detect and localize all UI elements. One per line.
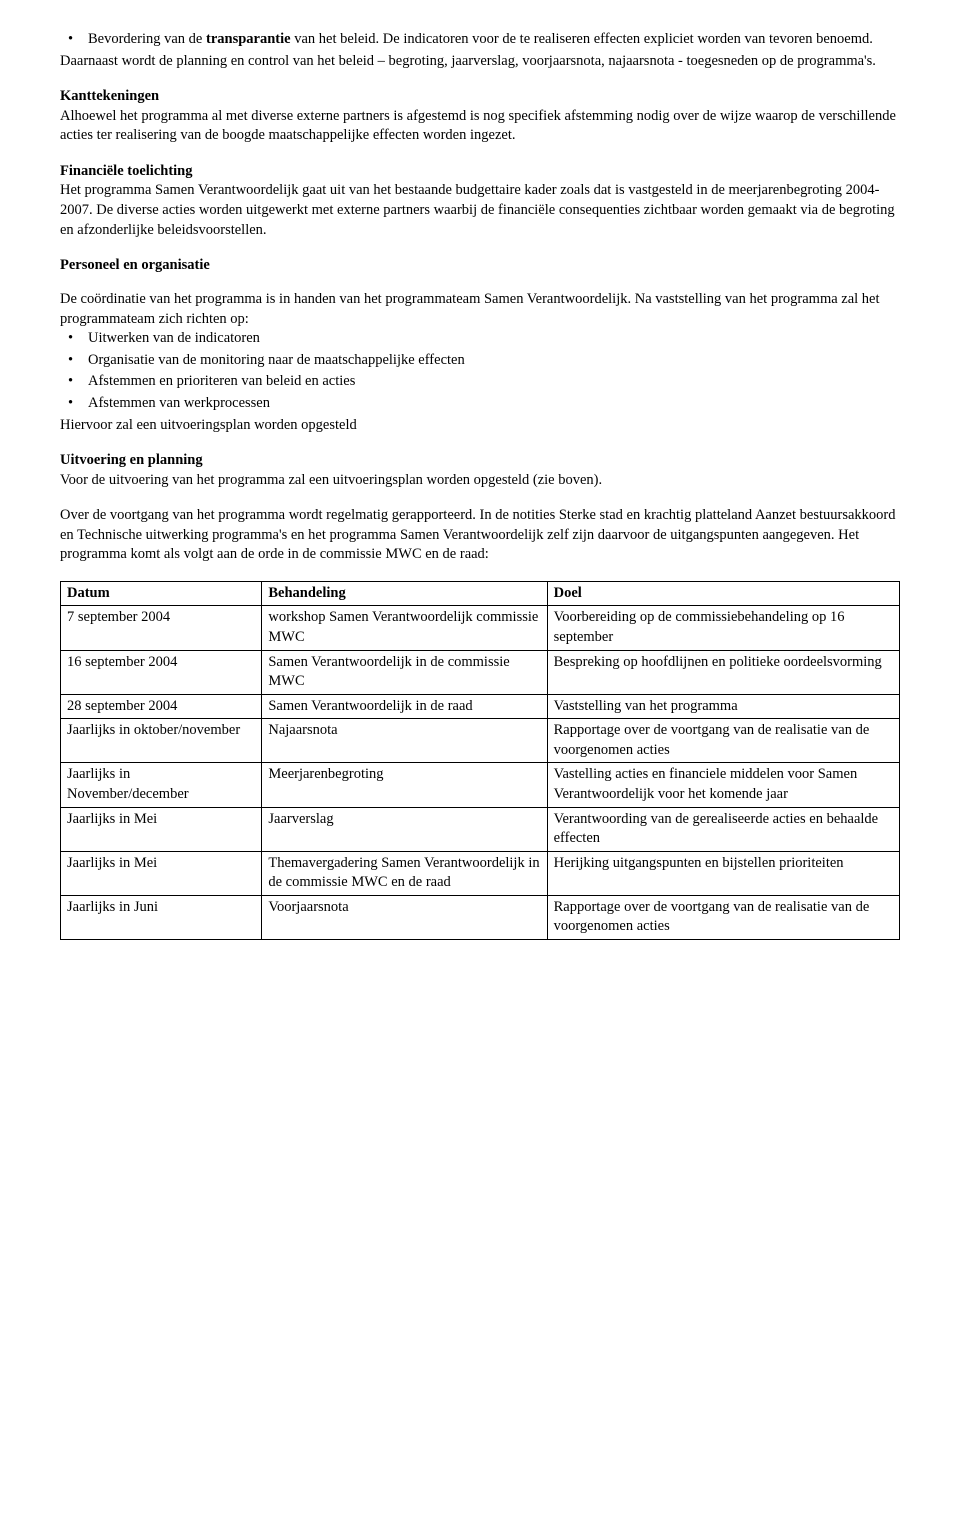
cell: Rapportage over de voortgang van de real… <box>547 895 899 939</box>
top-bullet-bold: transparantie <box>206 31 291 47</box>
kant-heading: Kanttekeningen <box>60 87 900 107</box>
cell: Voorjaarsnota <box>262 895 547 939</box>
top-bullet: Bevordering van de transparantie van het… <box>60 30 900 50</box>
cell: Samen Verantwoordelijk in de commissie M… <box>262 650 547 694</box>
uitv-line2: Over de voortgang van het programma word… <box>60 506 900 565</box>
cell: Jaarlijks in Mei <box>61 807 262 851</box>
table-header-row: Datum Behandeling Doel <box>61 581 900 606</box>
cell: Themavergadering Samen Verantwoordelijk … <box>262 851 547 895</box>
list-item: Organisatie van de monitoring naar de ma… <box>60 351 900 371</box>
cell: Samen Verantwoordelijk in de raad <box>262 694 547 719</box>
top-bullet-prefix: Bevordering van de <box>88 31 206 47</box>
table-row: Jaarlijks in oktober/novemberNajaarsnota… <box>61 719 900 763</box>
cell: 28 september 2004 <box>61 694 262 719</box>
cell: Meerjarenbegroting <box>262 763 547 807</box>
cell: Jaarlijks in November/december <box>61 763 262 807</box>
pers-heading: Personeel en organisatie <box>60 256 900 276</box>
table-row: 7 september 2004workshop Samen Verantwoo… <box>61 606 900 650</box>
cell: Jaarverslag <box>262 807 547 851</box>
cell: 16 september 2004 <box>61 650 262 694</box>
col-behandeling: Behandeling <box>262 581 547 606</box>
cell: Vaststelling van het programma <box>547 694 899 719</box>
pers-intro: De coördinatie van het programma is in h… <box>60 290 900 329</box>
list-item-label: Afstemmen van werkprocessen <box>88 395 270 411</box>
cell: Jaarlijks in Mei <box>61 851 262 895</box>
table-row: Jaarlijks in November/decemberMeerjarenb… <box>61 763 900 807</box>
table-row: Jaarlijks in JuniVoorjaarsnotaRapportage… <box>61 895 900 939</box>
table-body: 7 september 2004workshop Samen Verantwoo… <box>61 606 900 939</box>
table-row: 16 september 2004Samen Verantwoordelijk … <box>61 650 900 694</box>
kant-body: Alhoewel het programma al met diverse ex… <box>60 107 900 146</box>
list-item-label: Afstemmen en prioriteren van beleid en a… <box>88 373 355 389</box>
cell: Herijking uitgangspunten en bijstellen p… <box>547 851 899 895</box>
cell: Vastelling acties en financiele middelen… <box>547 763 899 807</box>
list-item: Afstemmen van werkprocessen <box>60 394 900 414</box>
cell: Rapportage over de voortgang van de real… <box>547 719 899 763</box>
list-item: Afstemmen en prioriteren van beleid en a… <box>60 372 900 392</box>
cell: Voorbereiding op de commissiebehandeling… <box>547 606 899 650</box>
schedule-table: Datum Behandeling Doel 7 september 2004w… <box>60 581 900 940</box>
list-item-label: Uitwerken van de indicatoren <box>88 330 260 346</box>
uitv-heading: Uitvoering en planning <box>60 451 900 471</box>
fin-heading: Financiële toelichting <box>60 162 900 182</box>
col-doel: Doel <box>547 581 899 606</box>
cell: 7 september 2004 <box>61 606 262 650</box>
cell: Verantwoording van de gerealiseerde acti… <box>547 807 899 851</box>
table-row: 28 september 2004Samen Verantwoordelijk … <box>61 694 900 719</box>
cell: Bespreking op hoofdlijnen en politieke o… <box>547 650 899 694</box>
cell: Jaarlijks in oktober/november <box>61 719 262 763</box>
table-row: Jaarlijks in MeiJaarverslagVerantwoordin… <box>61 807 900 851</box>
list-item-label: Organisatie van de monitoring naar de ma… <box>88 352 465 368</box>
top-bullet-rest: van het beleid. De indicatoren voor de t… <box>291 31 873 47</box>
cell: Najaarsnota <box>262 719 547 763</box>
pers-outro: Hiervoor zal een uitvoeringsplan worden … <box>60 416 900 436</box>
col-datum: Datum <box>61 581 262 606</box>
top-paragraph: Daarnaast wordt de planning en control v… <box>60 52 900 72</box>
fin-body: Het programma Samen Verantwoordelijk gaa… <box>60 181 900 240</box>
table-row: Jaarlijks in MeiThemavergadering Samen V… <box>61 851 900 895</box>
cell: workshop Samen Verantwoordelijk commissi… <box>262 606 547 650</box>
cell: Jaarlijks in Juni <box>61 895 262 939</box>
pers-list: Uitwerken van de indicatoren Organisatie… <box>60 329 900 413</box>
list-item: Uitwerken van de indicatoren <box>60 329 900 349</box>
uitv-line1: Voor de uitvoering van het programma zal… <box>60 471 900 491</box>
